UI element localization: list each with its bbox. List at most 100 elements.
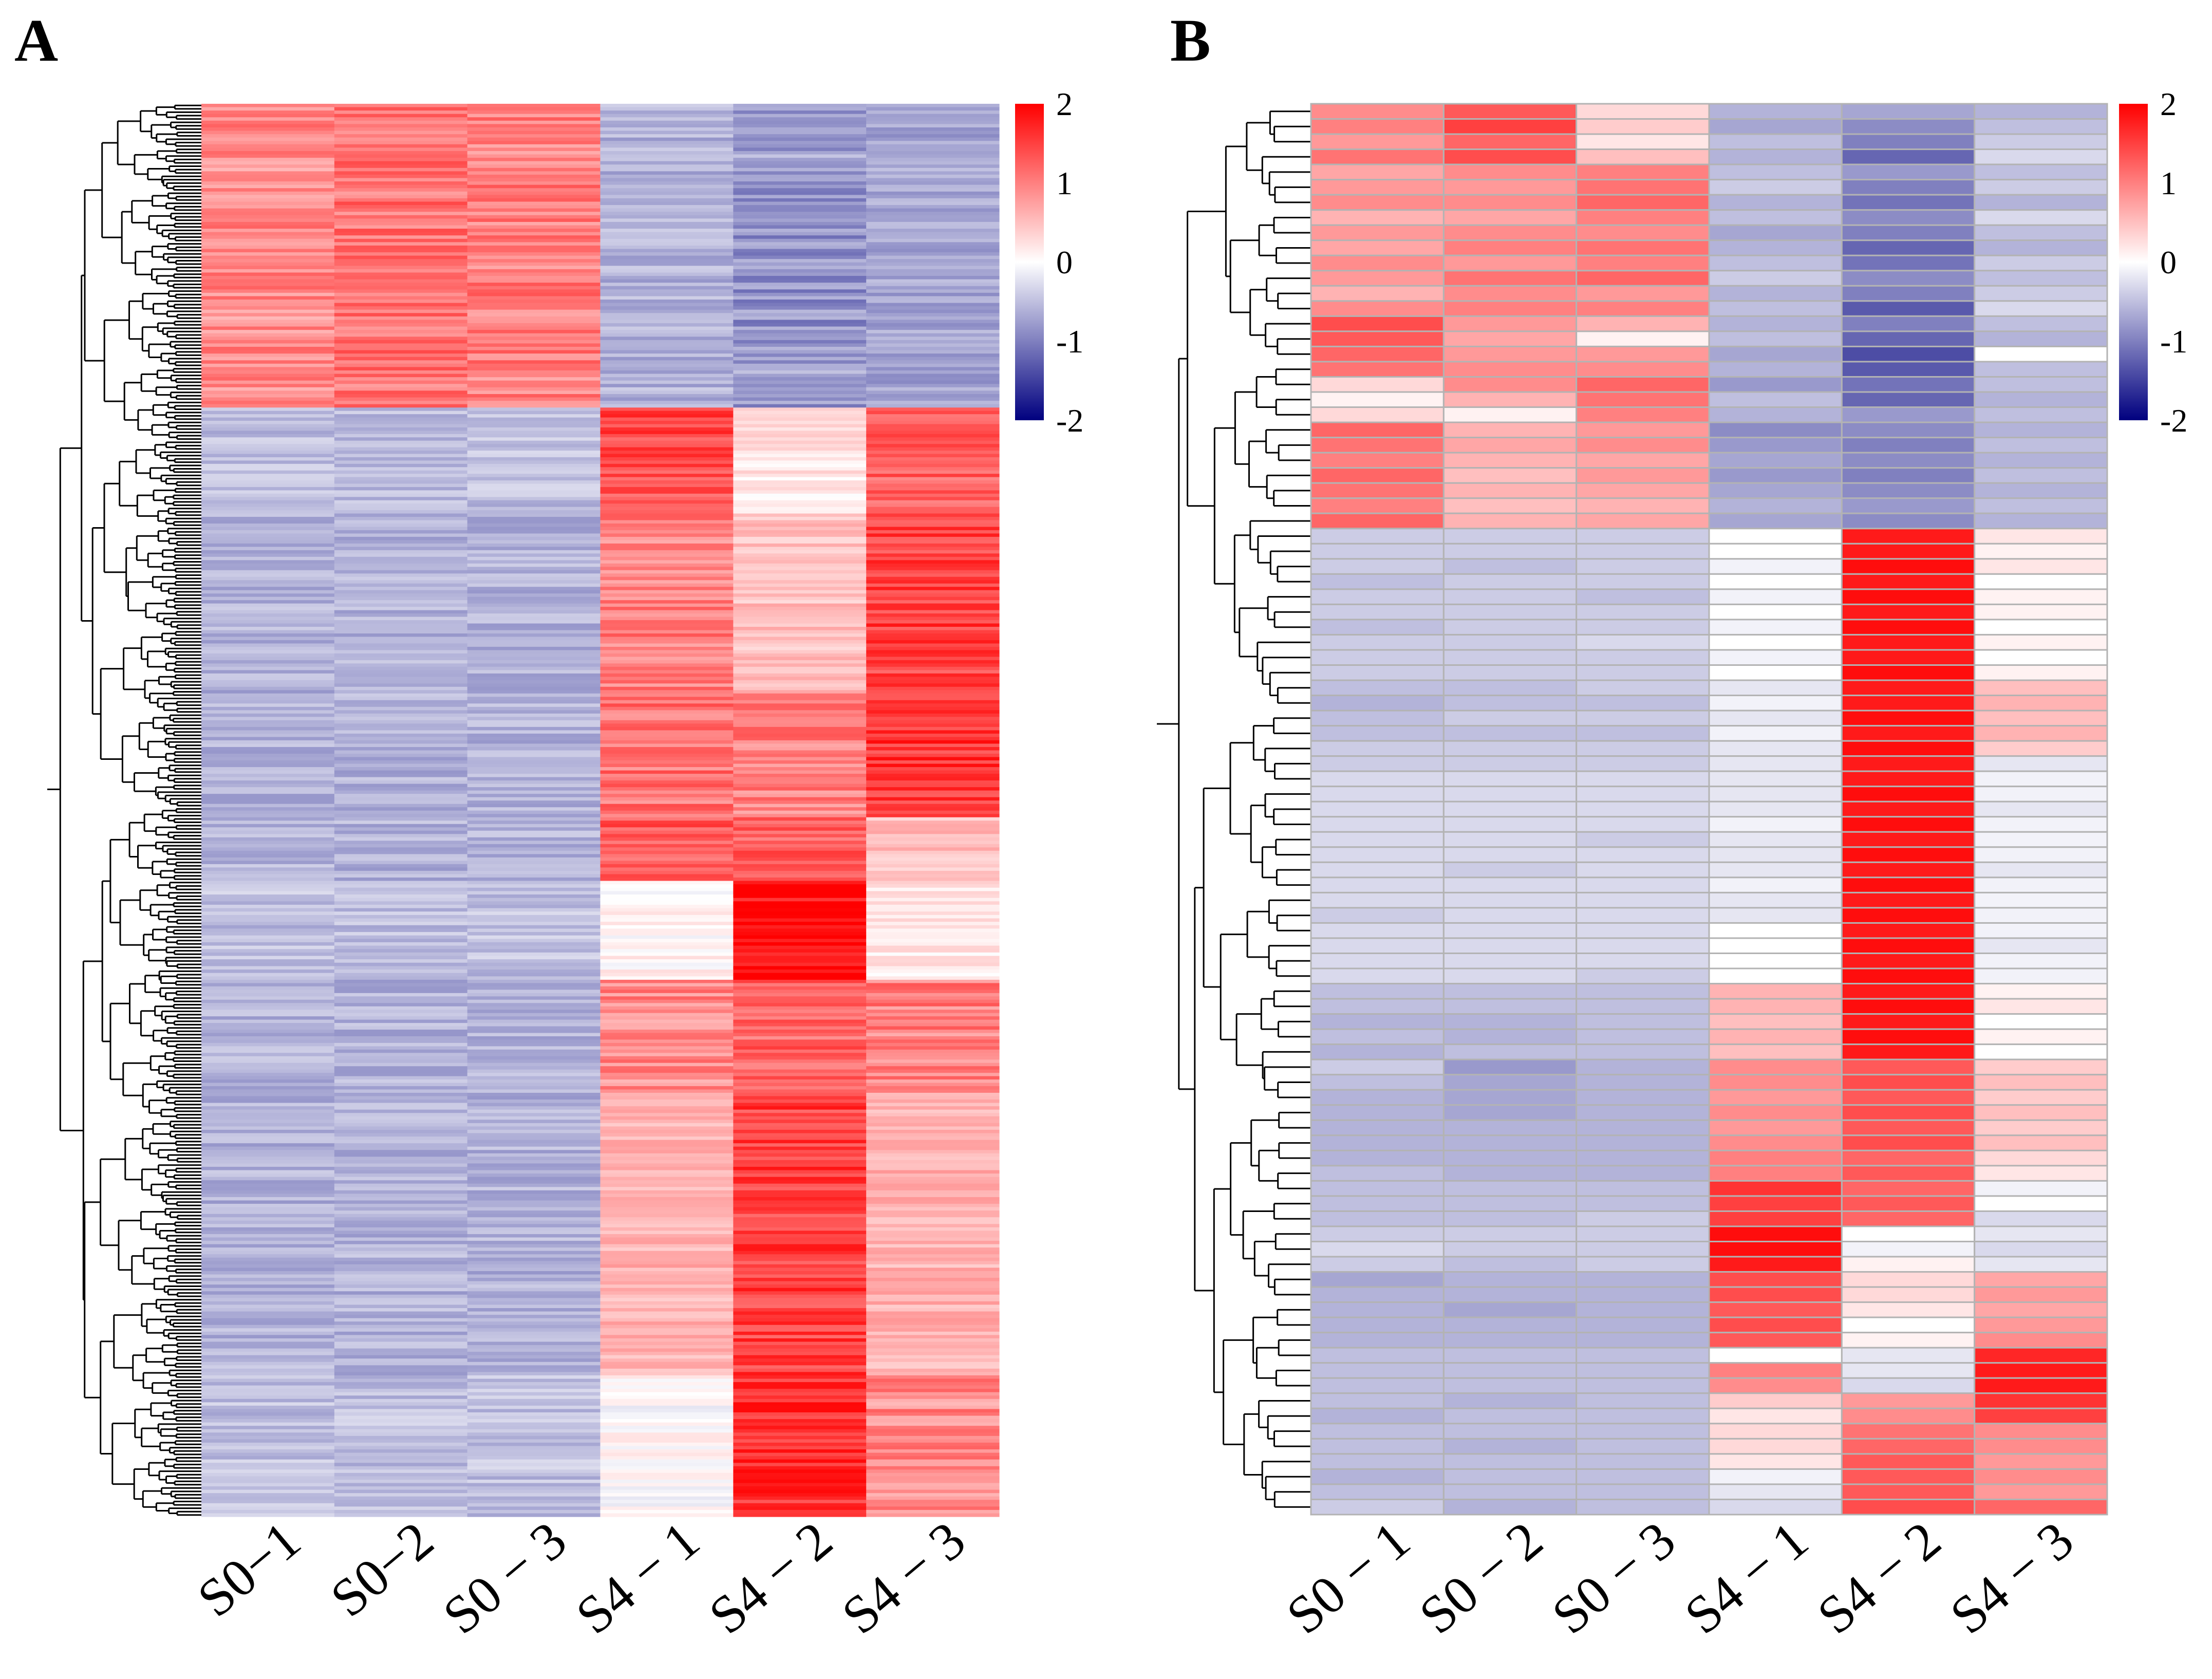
heatmap-cell — [334, 567, 468, 571]
heatmap-cell — [1310, 361, 1445, 378]
heatmap-cell — [733, 596, 867, 601]
heatmap-cell — [201, 269, 335, 273]
heatmap-cell — [866, 962, 1000, 967]
heatmap-cell — [733, 1513, 867, 1517]
heatmap-cell — [733, 874, 867, 878]
heatmap-cell — [334, 286, 468, 290]
heatmap-cell — [600, 1173, 734, 1178]
heatmap-cell — [733, 640, 867, 644]
heatmap-cell — [733, 643, 867, 647]
heatmap-cell — [866, 787, 1000, 791]
heatmap-cell — [1974, 482, 2108, 499]
heatmap-cell — [1576, 876, 1710, 893]
heatmap-cell — [733, 1241, 867, 1245]
heatmap-cell — [1576, 239, 1710, 256]
heatmap-cell — [733, 1187, 867, 1191]
heatmap-cell — [600, 847, 734, 851]
heatmap-cell — [866, 1308, 1000, 1312]
heatmap-cell — [733, 767, 867, 771]
heatmap-cell — [467, 939, 601, 943]
heatmap-cell — [467, 1257, 601, 1261]
heatmap-cell — [201, 360, 335, 364]
heatmap-cell — [334, 110, 468, 115]
heatmap-cell — [600, 733, 734, 738]
heatmap-cell — [733, 1301, 867, 1305]
heatmap-cell — [201, 996, 335, 1000]
heatmap-cell — [866, 440, 1000, 444]
heatmap-cell — [600, 623, 734, 627]
heatmap-cell — [334, 730, 468, 734]
heatmap-cell — [334, 956, 468, 960]
heatmap-cell — [600, 191, 734, 195]
heatmap-cell — [1442, 209, 1578, 226]
heatmap-cell — [600, 1281, 734, 1285]
heatmap-cell — [1310, 664, 1445, 681]
heatmap-cell — [201, 817, 335, 821]
heatmap-cell — [1708, 1377, 1843, 1394]
heatmap-cell — [334, 1183, 468, 1187]
heatmap-cell — [467, 221, 601, 226]
heatmap-cell — [201, 164, 335, 169]
heatmap-cell — [467, 330, 601, 334]
heatmap-cell — [1310, 1453, 1445, 1470]
heatmap-cell — [334, 703, 468, 707]
heatmap-cell — [600, 249, 734, 253]
heatmap-cell — [334, 1190, 468, 1195]
heatmap-cell — [201, 124, 335, 128]
heatmap-cell — [1310, 1483, 1445, 1500]
heatmap-cell — [866, 824, 1000, 828]
column-label: S4 − 2 — [698, 1510, 843, 1646]
heatmap-cell — [1310, 619, 1445, 636]
heatmap-cell — [866, 283, 1000, 287]
heatmap-cell — [600, 1318, 734, 1322]
heatmap-cell — [733, 235, 867, 239]
heatmap-cell — [1974, 179, 2108, 196]
heatmap-cell — [866, 1328, 1000, 1332]
heatmap-cell — [467, 480, 601, 484]
heatmap-cell — [467, 326, 601, 330]
heatmap-cell — [334, 717, 468, 721]
heatmap-cell — [1576, 831, 1710, 848]
heatmap-cell — [866, 114, 1000, 118]
heatmap-cell — [467, 218, 601, 222]
heatmap-cell — [467, 1086, 601, 1090]
heatmap-cell — [733, 1506, 867, 1510]
heatmap-cell — [201, 610, 335, 614]
heatmap-cell — [600, 137, 734, 141]
heatmap-cell — [600, 877, 734, 882]
heatmap-cell — [201, 666, 335, 670]
heatmap-cell — [334, 340, 468, 344]
heatmap-cell — [1841, 1089, 1976, 1106]
heatmap-cell — [733, 1345, 867, 1349]
heatmap-cell — [467, 1039, 601, 1043]
column-label: S4 − 3 — [1939, 1510, 2085, 1646]
heatmap-cell — [600, 1419, 734, 1423]
heatmap-cell — [334, 1033, 468, 1037]
heatmap-cell — [1708, 1438, 1843, 1455]
heatmap-cell — [733, 1392, 867, 1396]
heatmap-cell — [600, 427, 734, 431]
heatmap-cell — [600, 726, 734, 731]
heatmap-cell — [334, 218, 468, 222]
heatmap-cell — [1708, 891, 1843, 909]
heatmap-cell — [733, 276, 867, 280]
heatmap-cell — [600, 690, 734, 694]
heatmap-cell — [1442, 710, 1578, 727]
heatmap-cell — [201, 513, 335, 517]
heatmap-cell — [1310, 1392, 1445, 1409]
heatmap-cell — [866, 680, 1000, 684]
heatmap-cell — [334, 167, 468, 172]
heatmap-cell — [866, 980, 1000, 984]
heatmap-cell — [866, 387, 1000, 391]
heatmap-cell — [866, 1496, 1000, 1500]
heatmap-cell — [733, 576, 867, 581]
heatmap-cell — [600, 603, 734, 607]
heatmap-cell — [1576, 1483, 1710, 1500]
heatmap-cell — [733, 939, 867, 943]
heatmap-cell — [600, 340, 734, 344]
heatmap-cell — [201, 266, 335, 270]
heatmap-cell — [334, 235, 468, 239]
heatmap-cell — [334, 1402, 468, 1406]
heatmap-cell — [467, 377, 601, 381]
heatmap-cell — [467, 427, 601, 431]
